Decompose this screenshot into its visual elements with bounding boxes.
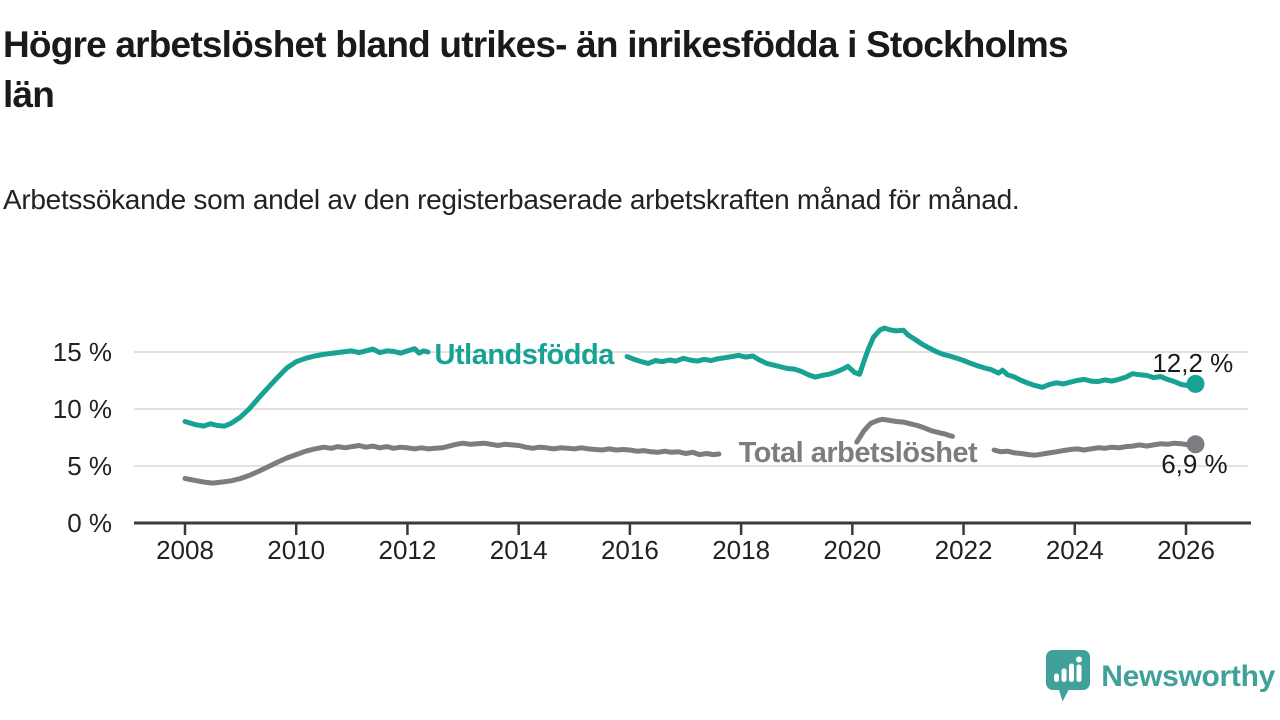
- end-dot-utlandsfodda: [1186, 374, 1205, 393]
- x-tick-label-2024: 2024: [1046, 535, 1104, 565]
- bar-chart-glyph: [1054, 656, 1083, 682]
- y-tick-label-10pct: 10 %: [53, 394, 112, 424]
- value-label-12-2: 12,2 %: [1152, 348, 1233, 378]
- exclamation-dot: [1076, 656, 1083, 663]
- page-subtitle: Arbetssökande som andel av den registerb…: [3, 184, 1020, 215]
- speech-bubble-shape: [1046, 650, 1091, 702]
- annotations-group: Utlandsfödda Total arbetslöshet 12,2 % 6,9 …: [435, 339, 1234, 479]
- end-dot-total-arbetsloshet: [1186, 435, 1205, 454]
- brand-name: Newsworthy: [1101, 659, 1275, 693]
- series-label-utlandsfodda: Utlandsfödda: [435, 339, 616, 371]
- x-axis-group: 2008 2010 2012 2014 2016 2018 2020 2022 2024 2026: [134, 521, 1251, 565]
- newsworthy-brand: Newsworthy: [1045, 649, 1275, 704]
- series-line-total-arbetsloshet-seg1: [854, 416, 955, 445]
- newsworthy-logo-icon: [1046, 650, 1091, 702]
- gridlines-group: [134, 351, 1248, 467]
- value-label-6-9: 6,9 %: [1161, 449, 1228, 479]
- series-lines-group: [182, 325, 1205, 486]
- series-line-utlandsfodda-seg0: [182, 346, 431, 429]
- page-title: Högre arbetslöshet bland utrikes- än inr…: [3, 24, 1069, 116]
- x-tick-label-2016: 2016: [601, 535, 659, 565]
- series-line-utlandsfodda-seg1: [624, 325, 1198, 390]
- y-axis-labels-group: 0 % 5 % 10 % 15 %: [53, 337, 112, 538]
- y-tick-label-5pct: 5 %: [67, 451, 112, 481]
- series-line-total-arbetsloshet-seg0: [182, 440, 722, 486]
- x-tick-label-2022: 2022: [935, 535, 993, 565]
- x-tick-label-2018: 2018: [712, 535, 770, 565]
- x-tick-label-2020: 2020: [823, 535, 881, 565]
- x-tick-label-2010: 2010: [267, 535, 325, 565]
- series-line-total-arbetsloshet-seg2: [991, 440, 1198, 458]
- y-tick-label-15pct: 15 %: [53, 337, 112, 367]
- exclamation-bar: [1076, 664, 1082, 682]
- x-tick-label-2012: 2012: [379, 535, 437, 565]
- x-tick-label-2026: 2026: [1157, 535, 1215, 565]
- y-tick-label-0pct: 0 %: [67, 508, 112, 538]
- x-tick-label-2014: 2014: [490, 535, 548, 565]
- series-label-total-arbetsloshet: Total arbetslöshet: [739, 437, 978, 469]
- x-tick-label-2008: 2008: [156, 535, 214, 565]
